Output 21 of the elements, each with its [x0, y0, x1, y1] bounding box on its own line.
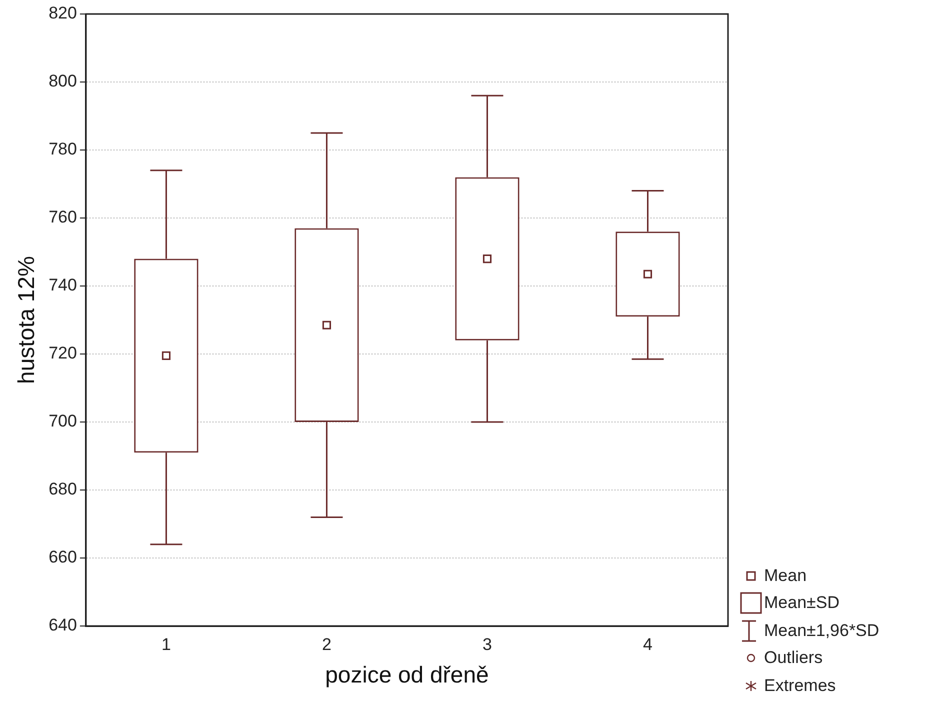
- x-tick-label: 4: [643, 634, 652, 654]
- y-tick-label: 740: [48, 276, 77, 295]
- y-tick-label: 780: [48, 140, 77, 159]
- y-tick-label: 660: [48, 548, 77, 567]
- x-tick-label: 2: [322, 634, 332, 654]
- y-tick-label: 700: [48, 412, 77, 431]
- y-tick-label: 800: [48, 72, 77, 91]
- x-tick-label: 3: [482, 634, 492, 654]
- y-tick-label: 720: [48, 344, 77, 363]
- text: Outliers: [764, 648, 823, 668]
- text: Mean±SD: [764, 593, 840, 614]
- y-tick-label: 760: [48, 208, 77, 227]
- y-tick-label: 680: [48, 480, 77, 499]
- x-tick-label: 1: [161, 634, 171, 654]
- text: Mean±1,96*SD: [764, 620, 880, 641]
- text: Mean: [764, 566, 807, 586]
- x-axis-title: pozice od dřeně: [325, 662, 489, 688]
- text: Extremes: [764, 676, 836, 696]
- y-tick-label: 640: [48, 616, 77, 635]
- y-tick-label: 820: [48, 4, 77, 23]
- y-axis-title: hustota 12%: [13, 256, 40, 384]
